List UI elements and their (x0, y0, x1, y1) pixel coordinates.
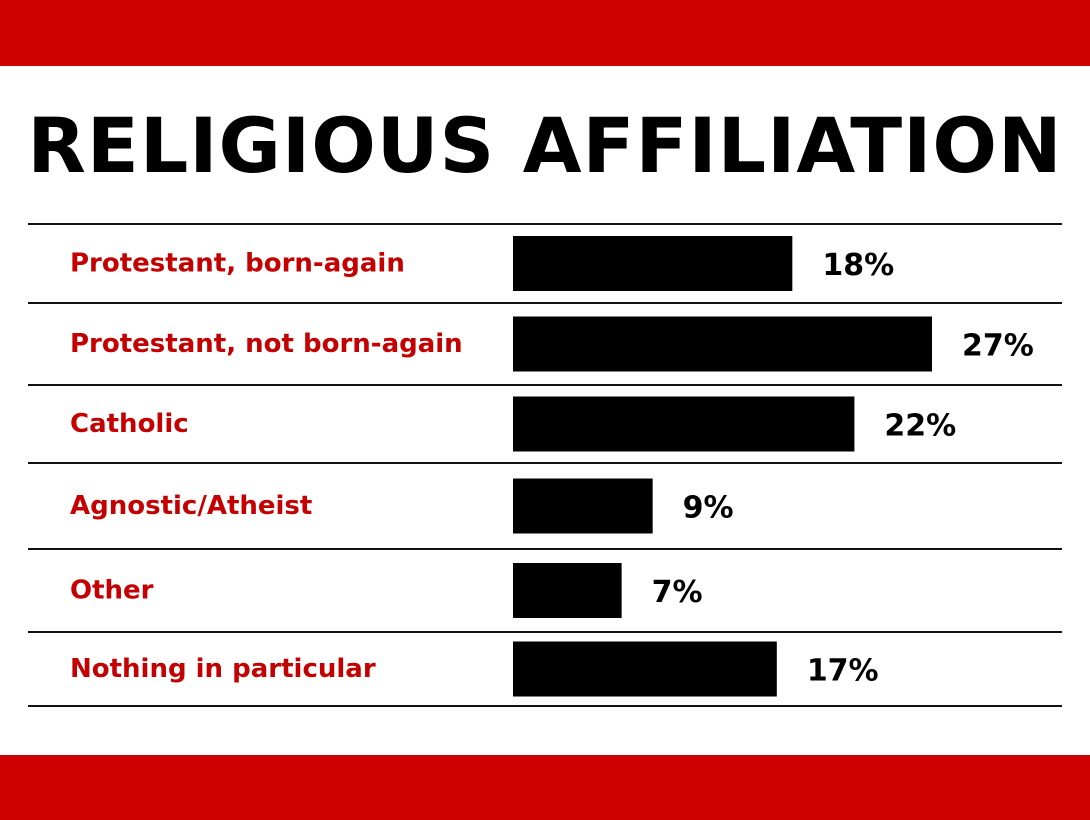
top-red-band (0, 0, 1090, 66)
bar-0 (513, 236, 793, 291)
category-label-1: Protestant, not born-again (70, 329, 463, 359)
category-label-4: Other (70, 576, 154, 606)
value-label-2: 22% (884, 409, 956, 444)
bar-3 (513, 478, 653, 534)
value-label-5: 17% (807, 654, 879, 689)
value-label-0: 18% (822, 248, 894, 283)
category-label-2: Catholic (70, 409, 189, 439)
bottom-red-band (0, 755, 1090, 820)
bar-4 (513, 563, 622, 618)
category-label-3: Agnostic/Atheist (70, 491, 312, 521)
category-label-5: Nothing in particular (70, 654, 376, 684)
bar-5 (513, 641, 777, 697)
bar-1 (513, 316, 932, 372)
value-label-1: 27% (962, 329, 1034, 364)
value-label-4: 7% (652, 575, 703, 610)
category-label-0: Protestant, born-again (70, 249, 405, 279)
chart-title: RELIGIOUS AFFILIATION (27, 101, 1063, 190)
value-label-3: 9% (683, 491, 734, 526)
bar-2 (513, 396, 855, 452)
